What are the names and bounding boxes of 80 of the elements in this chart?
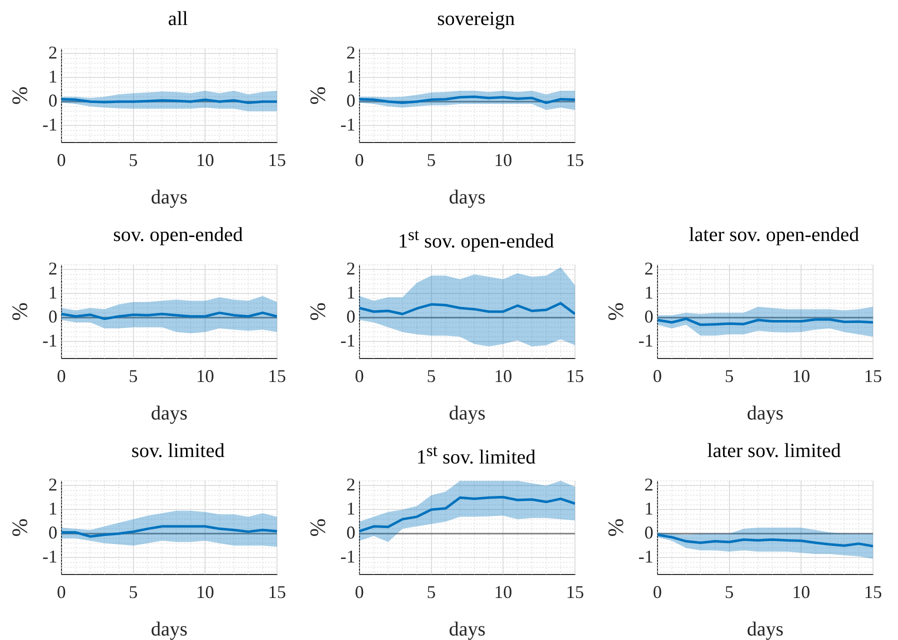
x-tick-label: 10 xyxy=(494,366,512,386)
x-tick-label: 5 xyxy=(426,366,436,386)
x-axis-title: days xyxy=(150,618,188,640)
y-tick-label: 2 xyxy=(48,474,58,494)
x-tick-label: 5 xyxy=(426,150,436,170)
y-tick-label: 0 xyxy=(48,306,58,326)
x-tick-label: 15 xyxy=(864,366,882,386)
y-axis-title: % xyxy=(304,86,330,105)
x-tick-label: 5 xyxy=(724,582,734,602)
x-tick-label: 15 xyxy=(268,366,286,386)
y-tick-label: -1 xyxy=(340,546,356,566)
x-tick-label: 10 xyxy=(494,150,512,170)
y-tick-label: 2 xyxy=(48,258,58,278)
x-tick-label: 15 xyxy=(566,366,584,386)
y-tick-label: 2 xyxy=(346,42,356,62)
y-tick-label: -1 xyxy=(340,114,356,134)
y-tick-label: 0 xyxy=(346,522,356,542)
y-tick-label: 0 xyxy=(644,306,654,326)
chart-title: sovereign xyxy=(436,7,516,32)
x-tick-label: 5 xyxy=(128,150,138,170)
y-tick-label: 1 xyxy=(48,498,58,518)
x-axis-title: days xyxy=(448,402,486,424)
x-axis-title: days xyxy=(746,402,784,424)
y-tick-label: -1 xyxy=(638,546,654,566)
chart-title: sov. limited xyxy=(130,439,226,464)
x-tick-label: 10 xyxy=(792,366,810,386)
y-tick-label: 0 xyxy=(48,522,58,542)
x-tick-label: 10 xyxy=(792,582,810,602)
y-axis-title: % xyxy=(304,518,330,537)
y-axis-title: % xyxy=(304,302,330,321)
x-tick-label: 15 xyxy=(566,582,584,602)
x-tick-label: 5 xyxy=(128,366,138,386)
y-tick-label: -1 xyxy=(42,546,58,566)
x-tick-label: 15 xyxy=(566,150,584,170)
y-tick-label: 0 xyxy=(346,90,356,110)
y-tick-label: 0 xyxy=(644,522,654,542)
y-tick-label: 1 xyxy=(346,282,356,302)
x-axis-title: days xyxy=(448,186,486,208)
y-axis-title: % xyxy=(6,518,32,537)
y-axis-title: % xyxy=(602,518,628,537)
y-tick-label: -1 xyxy=(42,114,58,134)
y-tick-label: 1 xyxy=(346,498,356,518)
y-tick-label: 2 xyxy=(346,258,356,278)
chart-title: later sov. open-ended xyxy=(688,223,860,248)
y-axis-title: % xyxy=(6,302,32,321)
x-tick-label: 5 xyxy=(426,582,436,602)
x-tick-label: 5 xyxy=(128,582,138,602)
y-axis-title: % xyxy=(6,86,32,105)
y-axis-title: % xyxy=(602,302,628,321)
x-tick-label: 15 xyxy=(268,150,286,170)
x-tick-label: 15 xyxy=(864,582,882,602)
y-tick-label: -1 xyxy=(638,330,654,350)
y-tick-label: 1 xyxy=(346,66,356,86)
y-tick-label: 1 xyxy=(644,282,654,302)
y-tick-label: 1 xyxy=(644,498,654,518)
x-tick-label: 10 xyxy=(196,150,214,170)
x-axis-title: days xyxy=(150,186,188,208)
y-tick-label: -1 xyxy=(42,330,58,350)
chart-title: all xyxy=(167,7,189,32)
chart-title: 1$^{st}$ sov. limited xyxy=(415,440,537,469)
y-tick-label: 0 xyxy=(48,90,58,110)
y-tick-label: 2 xyxy=(644,258,654,278)
x-axis-title: days xyxy=(448,618,486,640)
y-tick-label: 2 xyxy=(346,474,356,494)
x-tick-label: 5 xyxy=(724,366,734,386)
x-axis-title: days xyxy=(746,618,784,640)
chart-title: 1$^{st}$ sov. open-ended xyxy=(397,224,555,253)
chart-title: later sov. limited xyxy=(706,439,842,464)
x-axis-title: days xyxy=(150,402,188,424)
x-tick-label: 10 xyxy=(494,582,512,602)
y-tick-label: -1 xyxy=(340,330,356,350)
y-tick-label: 1 xyxy=(48,66,58,86)
chart-title: sov. open-ended xyxy=(112,223,244,248)
x-tick-label: 10 xyxy=(196,366,214,386)
y-tick-label: 0 xyxy=(346,306,356,326)
x-tick-label: 10 xyxy=(196,582,214,602)
x-tick-label: 15 xyxy=(268,582,286,602)
y-tick-label: 2 xyxy=(48,42,58,62)
y-tick-label: 1 xyxy=(48,282,58,302)
y-tick-label: 2 xyxy=(644,474,654,494)
